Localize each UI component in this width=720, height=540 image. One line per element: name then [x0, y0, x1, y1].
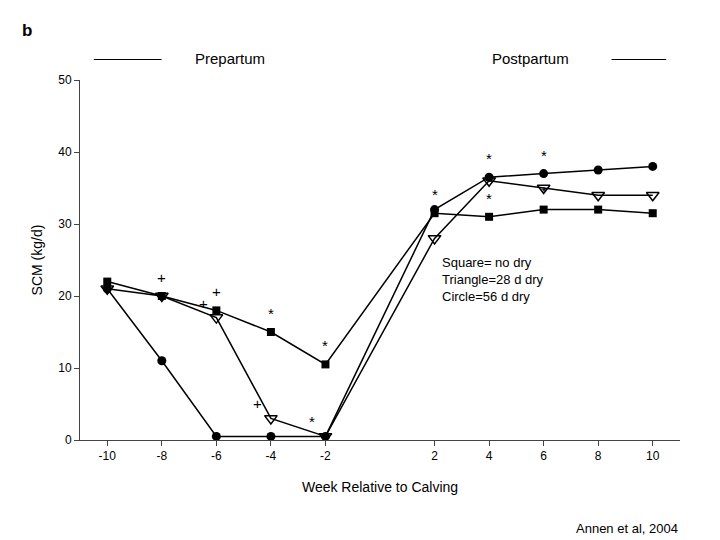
svg-text:b: b	[22, 21, 32, 40]
svg-text:*: *	[541, 183, 547, 200]
svg-text:Annen et al, 2004: Annen et al, 2004	[576, 521, 678, 536]
svg-text:10: 10	[646, 449, 660, 463]
svg-text:*: *	[268, 305, 274, 322]
svg-text:-2: -2	[320, 449, 331, 463]
svg-text:Week Relative to Calving: Week Relative to Calving	[302, 479, 458, 495]
svg-text:*: *	[541, 147, 547, 164]
svg-text:SCM (kg/d): SCM (kg/d)	[29, 225, 45, 296]
svg-text:Prepartum: Prepartum	[195, 50, 265, 67]
svg-text:20: 20	[58, 289, 72, 303]
svg-text:6: 6	[540, 449, 547, 463]
svg-text:+: +	[199, 295, 208, 312]
svg-text:-8: -8	[156, 449, 167, 463]
svg-text:0: 0	[65, 433, 72, 447]
svg-text:-4: -4	[266, 449, 277, 463]
svg-text:40: 40	[58, 145, 72, 159]
svg-text:Square= no dryTriangle=28 d dr: Square= no dryTriangle=28 d dryCircle=56…	[442, 255, 544, 304]
svg-text:-6: -6	[211, 449, 222, 463]
svg-text:+: +	[253, 395, 262, 412]
svg-text:50: 50	[58, 73, 72, 87]
svg-text:2: 2	[431, 449, 438, 463]
svg-text:*: *	[486, 150, 492, 167]
svg-text:Postpartum: Postpartum	[492, 50, 569, 67]
svg-text:10: 10	[58, 361, 72, 375]
svg-text:*: *	[486, 190, 492, 207]
svg-text:*: *	[432, 186, 438, 203]
svg-text:8: 8	[595, 449, 602, 463]
svg-text:*: *	[322, 337, 328, 354]
svg-text:+: +	[212, 283, 221, 300]
svg-text:-10: -10	[99, 449, 117, 463]
svg-text:+: +	[157, 269, 166, 286]
svg-text:30: 30	[58, 217, 72, 231]
svg-text:*: *	[309, 413, 315, 430]
svg-text:4: 4	[486, 449, 493, 463]
